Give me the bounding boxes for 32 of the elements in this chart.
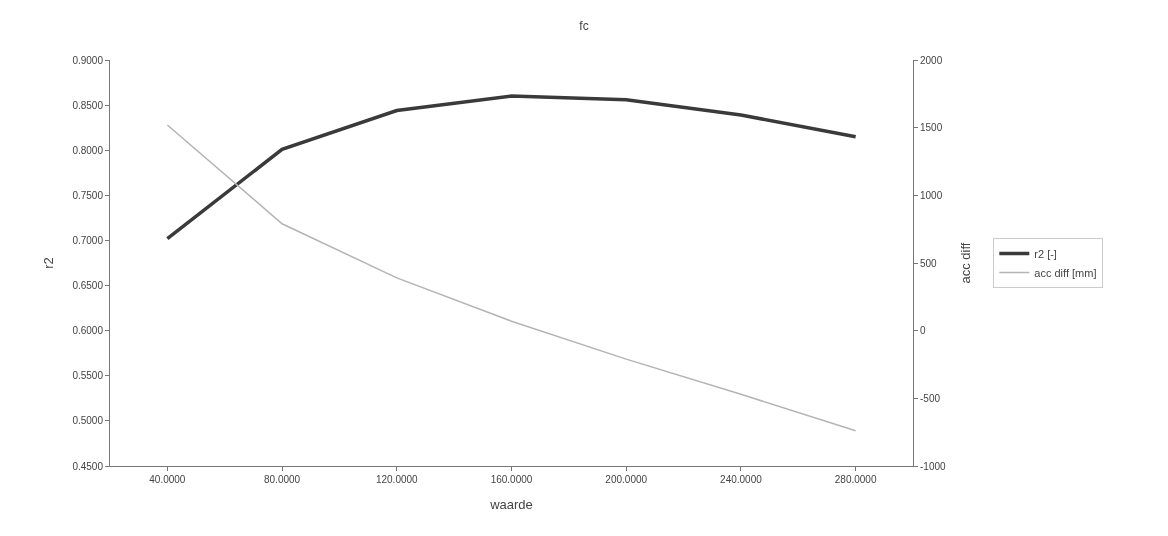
- x-tick-label: 160.0000: [490, 474, 533, 485]
- legend-label: r2 [-]: [1034, 247, 1057, 260]
- y2-axis-title: acc diff: [957, 242, 973, 284]
- chart-title: fc: [579, 18, 589, 33]
- y-tick-label: 0.8000: [72, 144, 104, 156]
- legend-label: acc diff [mm]: [1034, 266, 1097, 279]
- y-tick-label: 0.7500: [72, 189, 104, 201]
- y-tick-label: 0.8500: [72, 99, 104, 111]
- y-tick-label: 0.6500: [72, 280, 104, 292]
- y2-tick-label: 2000: [920, 54, 943, 66]
- x-axis-title: waarde: [489, 496, 533, 512]
- y2-tick-label: 1500: [920, 122, 943, 134]
- y-tick-label: 0.5500: [72, 370, 104, 382]
- x-tick-label: 120.0000: [375, 474, 419, 485]
- x-tick-label: 280.0000: [834, 474, 877, 485]
- x-tick-label: 80.0000: [263, 474, 301, 485]
- y2-tick-label: 1000: [920, 189, 943, 201]
- y2-tick-label: 0: [920, 325, 926, 337]
- y-tick-label: 0.5000: [72, 415, 104, 427]
- y-axis-title: r2: [41, 257, 57, 269]
- y-tick-label: 0.4500: [72, 460, 104, 472]
- line-series: [165, 94, 858, 241]
- y2-tick-label: -500: [920, 392, 941, 404]
- x-tick-label: 200.0000: [605, 474, 648, 485]
- x-tick-label: 40.0000: [149, 474, 186, 485]
- y-tick-label: 0.6000: [72, 325, 104, 337]
- y2-tick-label: 500: [920, 257, 938, 269]
- y-tick-label: 0.7000: [72, 234, 104, 246]
- x-tick-label: 240.0000: [720, 474, 763, 485]
- line-series: [166, 124, 857, 432]
- y2-tick-label: -1000: [920, 460, 947, 472]
- y-tick-label: 0.9000: [72, 54, 104, 66]
